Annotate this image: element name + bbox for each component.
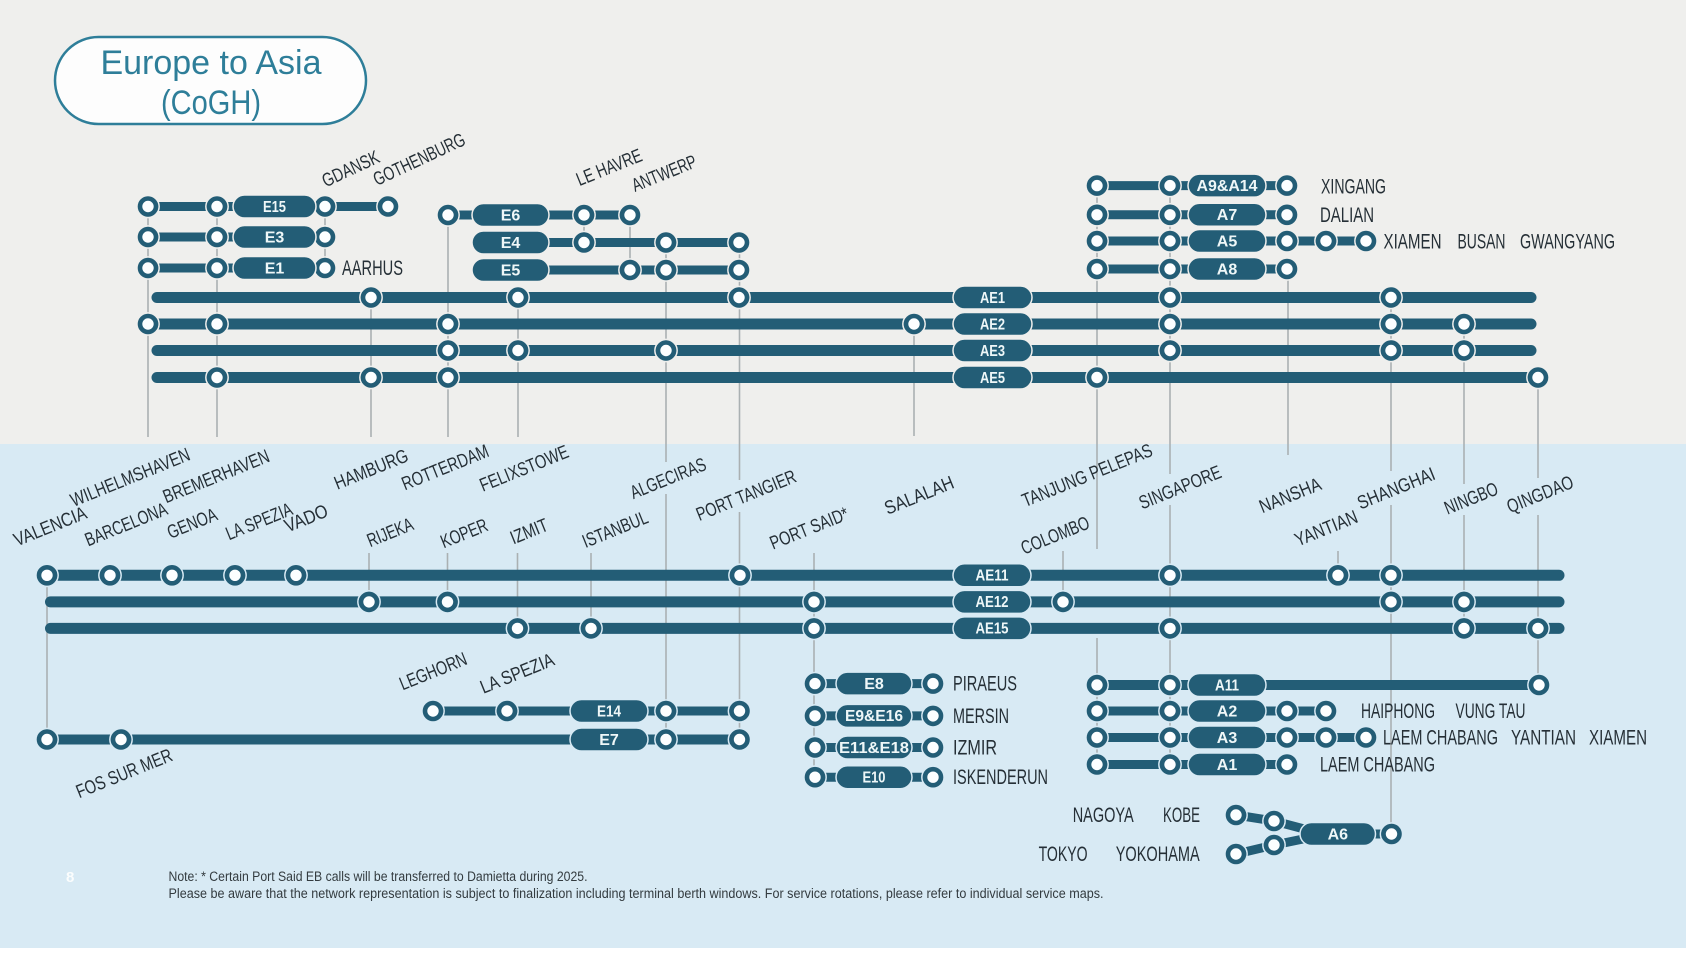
svg-text:8: 8	[66, 869, 74, 886]
svg-text:Note: * Certain Port Said EB c: Note: * Certain Port Said EB calls will …	[169, 869, 588, 884]
svg-text:E7: E7	[599, 732, 619, 749]
svg-text:MERSIN: MERSIN	[953, 705, 1009, 728]
svg-text:BUSAN: BUSAN	[1458, 231, 1506, 254]
svg-text:YANTIAN: YANTIAN	[1511, 727, 1576, 750]
svg-text:XINGANG: XINGANG	[1321, 176, 1386, 199]
svg-text:YOKOHAMA: YOKOHAMA	[1116, 843, 1200, 866]
svg-text:E4: E4	[501, 235, 521, 252]
svg-text:VUNG TAU: VUNG TAU	[1456, 700, 1526, 723]
svg-text:AE5: AE5	[980, 370, 1005, 387]
svg-text:E6: E6	[501, 207, 521, 224]
svg-text:TOKYO: TOKYO	[1039, 843, 1088, 866]
svg-text:AE15: AE15	[976, 621, 1009, 638]
svg-text:NAGOYA: NAGOYA	[1073, 804, 1134, 827]
svg-text:GWANGYANG: GWANGYANG	[1520, 231, 1615, 254]
svg-text:E5: E5	[501, 262, 521, 279]
svg-text:A8: A8	[1217, 261, 1238, 278]
svg-text:A7: A7	[1217, 207, 1238, 224]
svg-text:XIAMEN: XIAMEN	[1589, 727, 1647, 750]
svg-text:LAEM CHABANG: LAEM CHABANG	[1320, 754, 1435, 777]
svg-text:E15: E15	[263, 199, 286, 216]
svg-text:E3: E3	[265, 229, 285, 246]
svg-text:E11&E18: E11&E18	[839, 740, 909, 757]
svg-text:E14: E14	[597, 703, 621, 720]
svg-text:A3: A3	[1217, 730, 1238, 747]
svg-text:A6: A6	[1328, 826, 1349, 843]
svg-text:A5: A5	[1217, 233, 1238, 250]
svg-text:E9&E16: E9&E16	[845, 708, 903, 725]
svg-text:A9&A14: A9&A14	[1197, 178, 1258, 195]
svg-text:(CoGH): (CoGH)	[161, 84, 261, 122]
svg-text:AE2: AE2	[980, 316, 1005, 333]
svg-text:LAEM CHABANG: LAEM CHABANG	[1383, 727, 1498, 750]
svg-text:XIAMEN: XIAMEN	[1384, 231, 1442, 254]
svg-text:Europe to Asia: Europe to Asia	[101, 44, 322, 82]
svg-text:KOBE: KOBE	[1163, 804, 1200, 827]
svg-text:E8: E8	[864, 676, 884, 693]
svg-text:A2: A2	[1217, 703, 1238, 720]
svg-text:HAIPHONG: HAIPHONG	[1361, 700, 1435, 723]
svg-text:IZMIR: IZMIR	[953, 737, 997, 760]
svg-text:AE11: AE11	[976, 568, 1009, 585]
svg-text:A1: A1	[1217, 757, 1238, 774]
svg-text:AE1: AE1	[980, 290, 1005, 307]
svg-text:E1: E1	[265, 260, 285, 277]
svg-text:AARHUS: AARHUS	[342, 257, 403, 280]
svg-text:AE3: AE3	[980, 343, 1005, 360]
svg-text:DALIAN: DALIAN	[1320, 204, 1374, 227]
svg-text:AE12: AE12	[976, 594, 1009, 611]
svg-text:ISKENDERUN: ISKENDERUN	[953, 766, 1048, 789]
svg-text:A11: A11	[1215, 677, 1239, 694]
svg-text:PIRAEUS: PIRAEUS	[953, 673, 1017, 696]
svg-text:E10: E10	[863, 770, 886, 787]
svg-text:Please be aware that the netwo: Please be aware that the network represe…	[169, 886, 1104, 901]
